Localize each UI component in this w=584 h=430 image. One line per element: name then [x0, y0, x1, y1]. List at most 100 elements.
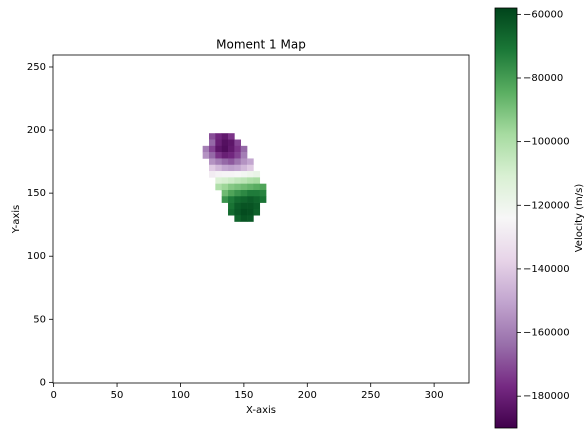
heatmap-cell [241, 171, 248, 178]
heatmap-cell [260, 190, 267, 197]
heatmap-cell [234, 203, 241, 210]
heatmap-cell [241, 158, 248, 165]
heatmap-cell [253, 177, 260, 184]
heatmap-cell [234, 152, 241, 159]
heatmap-cell [247, 215, 254, 222]
heatmap-cell [209, 133, 216, 140]
y-axis-label: Y-axis [11, 205, 22, 235]
y-tick-label: 50 [33, 314, 46, 325]
heatmap-cell [228, 177, 235, 184]
heatmap-cell [234, 140, 241, 147]
heatmap-cell [228, 209, 235, 216]
heatmap-cell [234, 215, 241, 222]
x-tick-label: 150 [234, 390, 253, 401]
heatmap-cell [222, 158, 229, 165]
heatmap-cell [234, 171, 241, 178]
heatmap-cell [215, 171, 222, 178]
heatmap-cell [228, 140, 235, 147]
heatmap-cell [241, 146, 248, 153]
colorbar-tick-label: −160000 [523, 328, 570, 339]
heatmap-cell [222, 140, 229, 147]
heatmap-cell [209, 146, 216, 153]
heatmap-cell [203, 152, 210, 159]
heatmap-cell [247, 171, 254, 178]
colorbar-tick-label: −180000 [523, 391, 570, 402]
heatmap-cell [215, 146, 222, 153]
heatmap-cell [209, 140, 216, 147]
heatmap-cell [209, 171, 216, 178]
heatmap-cell [253, 171, 260, 178]
heatmap-cell [222, 190, 229, 197]
heatmap-cell [228, 190, 235, 197]
colorbar-tick-label: −100000 [523, 137, 570, 148]
heatmap-cell [228, 203, 235, 210]
x-tick-label: 0 [50, 390, 56, 401]
chart-title: Moment 1 Map [216, 38, 306, 52]
y-tick-label: 250 [27, 62, 46, 73]
heatmap-cell [247, 158, 254, 165]
heatmap-cell [228, 133, 235, 140]
heatmap-cell [222, 146, 229, 153]
heatmap-cell [203, 146, 210, 153]
heatmap-cell [222, 196, 229, 203]
heatmap-cell [209, 158, 216, 165]
heatmap-cell [234, 165, 241, 172]
heatmap-cell [228, 165, 235, 172]
x-tick-label: 200 [298, 390, 317, 401]
heatmap-cell [247, 190, 254, 197]
x-tick-label: 300 [425, 390, 444, 401]
heatmap-cell [228, 158, 235, 165]
colorbar-tick-label: −140000 [523, 264, 570, 275]
heatmap-cell [222, 184, 229, 191]
heatmap-cell [234, 146, 241, 153]
heatmap-cell [234, 190, 241, 197]
colorbar-label: Velocity (m/s) [574, 184, 584, 253]
plot-frame [53, 55, 469, 383]
heatmap-cell [241, 203, 248, 210]
heatmap-cell [247, 203, 254, 210]
colorbar [495, 8, 517, 428]
colorbar-tick-label: −60000 [523, 9, 563, 20]
heatmap-cell [228, 196, 235, 203]
x-tick-label: 100 [171, 390, 190, 401]
heatmap-cell [215, 184, 222, 191]
heatmap-cell [247, 196, 254, 203]
heatmap-cell [234, 158, 241, 165]
heatmap-cell [215, 177, 222, 184]
heatmap-cell [247, 177, 254, 184]
heatmap-cell [241, 177, 248, 184]
y-tick-label: 0 [40, 377, 46, 388]
heatmap-cell [241, 152, 248, 159]
heatmap-cell [253, 184, 260, 191]
heatmap-cell [215, 158, 222, 165]
heatmap-cell [234, 196, 241, 203]
heatmap-cell [228, 171, 235, 178]
heatmap-cell [247, 165, 254, 172]
heatmap-cell [241, 215, 248, 222]
heatmap-cell [228, 152, 235, 159]
heatmap-cell [253, 190, 260, 197]
y-tick-label: 150 [27, 188, 46, 199]
heatmap-cell [247, 184, 254, 191]
heatmap-cell [241, 184, 248, 191]
heatmap-cell [215, 140, 222, 147]
heatmap-cell [234, 209, 241, 216]
heatmap-cell [253, 209, 260, 216]
heatmap-cell [241, 190, 248, 197]
colorbar-tick-label: −120000 [523, 200, 570, 211]
x-tick-label: 50 [111, 390, 124, 401]
heatmap-cell [222, 152, 229, 159]
y-tick-label: 100 [27, 251, 46, 262]
heatmap-cell [247, 209, 254, 216]
heatmap-cell [234, 184, 241, 191]
heatmap-cell [253, 203, 260, 210]
heatmap-cell [234, 177, 241, 184]
heatmap-cell [228, 184, 235, 191]
heatmap-cell [222, 133, 229, 140]
heatmap-cell [241, 196, 248, 203]
heatmap-cell [215, 152, 222, 159]
chart: Moment 1 Map X-axis Y-axis Velocity (m/s… [0, 0, 584, 430]
x-axis-label: X-axis [246, 405, 276, 416]
x-tick-label: 250 [361, 390, 380, 401]
heatmap-cell [241, 165, 248, 172]
